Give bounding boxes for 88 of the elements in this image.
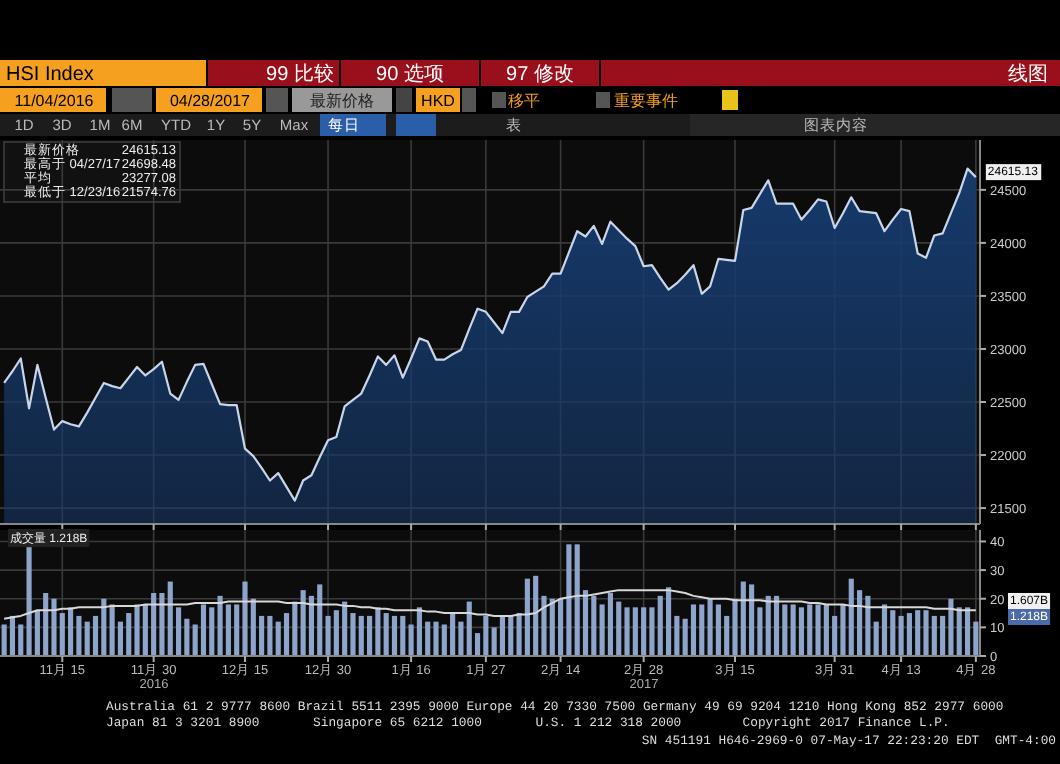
- bar: [450, 613, 456, 656]
- bar: [51, 598, 57, 656]
- bar: [690, 604, 697, 656]
- bar: [242, 581, 248, 656]
- bar: [956, 607, 962, 656]
- text: HSI Index: [6, 64, 94, 86]
- bar: [209, 607, 215, 656]
- bar: [524, 578, 530, 656]
- bar: [433, 621, 439, 656]
- bar: [151, 593, 157, 656]
- bar: [533, 575, 539, 656]
- bar: [707, 598, 713, 656]
- bar: [300, 590, 306, 656]
- bar: [715, 604, 721, 656]
- bar: [574, 544, 580, 656]
- bar: [1, 624, 7, 656]
- bar: [915, 610, 921, 656]
- bar: [624, 607, 630, 656]
- bar: [566, 544, 572, 656]
- bar: [109, 604, 115, 656]
- bar: [342, 601, 348, 656]
- bar: [292, 601, 298, 656]
- bar: [632, 607, 638, 656]
- bar: [267, 615, 273, 656]
- bar: [68, 607, 74, 656]
- bar: [43, 593, 49, 656]
- bar: [333, 610, 339, 656]
- text: 90 选项: [376, 62, 444, 86]
- bar: [749, 584, 755, 656]
- bar: [416, 607, 422, 656]
- bar: [499, 615, 506, 656]
- bar: [375, 607, 381, 656]
- text: 最新价格: [310, 92, 374, 110]
- bar: [790, 604, 796, 656]
- bar: [898, 615, 904, 656]
- bar: [84, 621, 90, 656]
- line-series: [3, 589, 977, 620]
- bar: [200, 604, 207, 656]
- bar: [798, 607, 805, 656]
- bar: [466, 601, 472, 656]
- bar: [225, 604, 231, 656]
- bar: [76, 615, 82, 656]
- text: 97 修改: [506, 64, 574, 86]
- bar: [358, 615, 364, 656]
- bar: [931, 615, 937, 656]
- bar: [483, 615, 489, 656]
- bar: [906, 613, 912, 656]
- bar: [815, 604, 821, 656]
- bar: [782, 604, 788, 656]
- text: 04/28/2017: [169, 92, 252, 110]
- bar: [275, 621, 281, 656]
- bar: [948, 598, 954, 656]
- bar: [923, 610, 929, 656]
- bar: [699, 604, 705, 656]
- bar: [167, 581, 173, 656]
- bar: [217, 595, 223, 656]
- text: 重要事件: [614, 92, 678, 110]
- bar: [657, 595, 663, 656]
- bar: [848, 578, 854, 656]
- bar: [400, 615, 406, 656]
- bar: [391, 615, 398, 656]
- bar: [607, 593, 613, 656]
- bar: [964, 607, 971, 656]
- bar: [591, 595, 597, 656]
- bar: [549, 598, 555, 656]
- bar: [890, 610, 896, 656]
- bar: [508, 615, 514, 656]
- text: HKD: [421, 92, 456, 110]
- bar: [383, 613, 389, 656]
- text: 11/04/2016: [14, 92, 95, 110]
- bar: [317, 584, 323, 656]
- bar: [823, 604, 829, 656]
- bar: [367, 615, 373, 656]
- text: 移平: [508, 92, 540, 110]
- bar: [881, 604, 888, 656]
- text: 99 比较: [266, 62, 334, 86]
- text: 线图: [1008, 62, 1048, 86]
- bar: [616, 601, 622, 656]
- bar: [641, 607, 647, 656]
- bar: [765, 595, 771, 656]
- bar: [865, 595, 871, 656]
- bar: [740, 581, 746, 656]
- bar: [773, 595, 780, 656]
- bar: [134, 604, 140, 656]
- bar: [665, 587, 672, 656]
- bar: [26, 547, 32, 656]
- bar: [807, 604, 813, 656]
- bar: [101, 598, 107, 656]
